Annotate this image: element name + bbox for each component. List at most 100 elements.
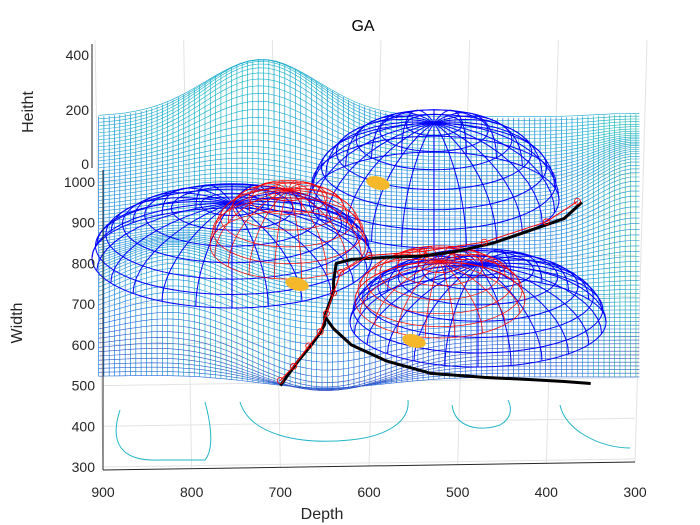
terrain-line [98, 78, 640, 143]
dome-meridian [231, 184, 269, 210]
waypoint-marker [542, 218, 550, 226]
dome-meridian [161, 202, 233, 302]
dome-meridian [439, 261, 521, 314]
dome-meridian [227, 189, 289, 267]
contour-line [559, 404, 631, 449]
terrain-line [98, 238, 640, 268]
y-tick-label: 600 [72, 337, 96, 353]
z-tick-label: 200 [66, 102, 90, 118]
y-tick-label: 800 [72, 255, 96, 271]
terrain-line [98, 331, 640, 378]
waypoint-marker [316, 328, 324, 336]
target-marker [285, 276, 309, 292]
y-tick-label: 1000 [64, 174, 95, 190]
dome-meridian [439, 259, 521, 288]
grid-line [102, 417, 636, 427]
target-markers [285, 175, 426, 349]
waypoint-marker [337, 269, 345, 277]
dome-meridian [439, 261, 506, 325]
terrain-line [98, 146, 640, 176]
grid-line [94, 39, 104, 471]
grid-line [545, 39, 559, 464]
x-tick-label: 700 [269, 484, 293, 500]
terrain-line [98, 325, 640, 371]
terrain-line [98, 353, 640, 391]
dome-meridian [231, 202, 332, 294]
terrain-line [98, 357, 640, 391]
dome-meridian [227, 185, 289, 224]
terrain-line [98, 92, 640, 150]
grid-line [102, 336, 636, 346]
terrain-line [98, 72, 640, 139]
terrain-line [98, 255, 640, 297]
terrain-line [98, 185, 640, 220]
dome-meridian [439, 261, 526, 301]
axes-frame [91, 44, 636, 471]
dome-meridian [287, 189, 328, 275]
y-tick-label: 300 [72, 459, 96, 475]
grid-line [102, 377, 636, 387]
dome-meridian [359, 259, 441, 288]
dome-meridian [287, 180, 302, 212]
x-tick-label: 900 [91, 484, 115, 500]
waypoint-marker [365, 252, 373, 259]
dome-meridian [371, 122, 435, 242]
terrain-line [98, 242, 640, 279]
terrain-line [98, 172, 640, 209]
terrain-line [98, 132, 640, 169]
grid-line [102, 214, 636, 224]
dome-meridian [359, 261, 441, 314]
dome-meridian [209, 189, 289, 246]
x-tick-label: 600 [357, 484, 381, 500]
contour-line [115, 401, 212, 461]
dome-meridian [287, 185, 349, 224]
dome-meridian [477, 262, 603, 311]
terrain-line [98, 318, 640, 363]
y-tick-label: 400 [72, 418, 96, 434]
terrain-line [98, 63, 640, 132]
dome-meridian [110, 202, 233, 284]
waypoint-marker [418, 248, 426, 255]
terrain-line [98, 233, 640, 257]
dome-meridian [477, 259, 590, 300]
contour-line [239, 399, 409, 442]
terrain-line [98, 217, 640, 242]
grid-line [183, 39, 193, 469]
dome-meridian [477, 263, 569, 354]
dome-meridian [401, 122, 435, 247]
terrain-line [98, 176, 640, 213]
dome-meridian [132, 192, 233, 223]
terrain-line [98, 285, 640, 325]
terrain-line [98, 156, 640, 191]
x-tick-label: 500 [446, 484, 470, 500]
grid-line [634, 39, 648, 463]
dome-meridian [214, 188, 289, 234]
terrain-line [98, 263, 640, 305]
z-axis-label: Heitht [20, 91, 37, 133]
z-tick-label: 0 [81, 156, 89, 172]
dome-meridian [195, 202, 233, 307]
dome-meridian [477, 263, 603, 334]
terrain-line [98, 291, 640, 331]
dome-meridian [433, 122, 560, 201]
dome-meridian [287, 189, 362, 257]
waypoint-marker [574, 197, 581, 205]
terrain-line [98, 124, 640, 165]
flight-paths [276, 197, 591, 387]
terrain-line [98, 212, 640, 238]
terrain-line [98, 206, 640, 235]
candidate-path [279, 200, 578, 381]
dome-meridian [374, 261, 441, 325]
terrain-line [98, 59, 640, 121]
waypoint-marker [330, 289, 337, 297]
terrain-line [98, 348, 640, 390]
dome-meridian [433, 122, 543, 225]
waypoint-marker [276, 377, 284, 384]
dome-meridian [274, 189, 289, 279]
waypoint-marker [480, 238, 488, 246]
y-tick-label: 700 [72, 296, 96, 312]
optimal-path [323, 315, 591, 385]
dome-meridian [308, 122, 435, 201]
dome-meridian [477, 263, 590, 345]
dome-meridian [371, 111, 435, 159]
